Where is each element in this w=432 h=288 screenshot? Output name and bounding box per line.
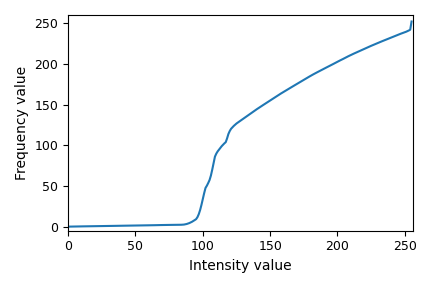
- Y-axis label: Frequency value: Frequency value: [15, 66, 29, 180]
- X-axis label: Intensity value: Intensity value: [189, 259, 292, 273]
